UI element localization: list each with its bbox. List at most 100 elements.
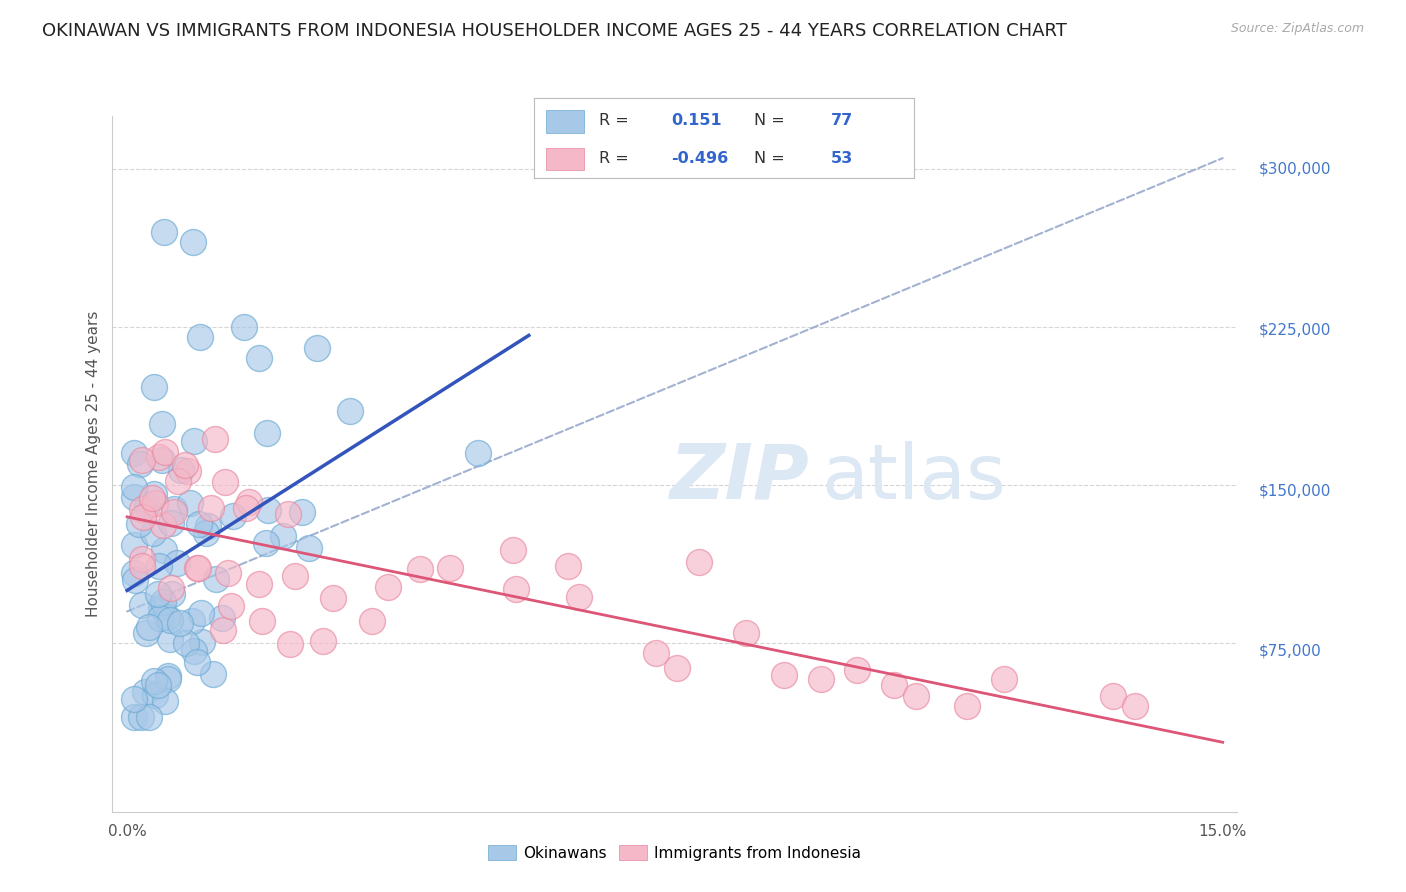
Point: [273, 529, 295, 543]
Point: [131, 502, 153, 516]
Point: [124, 491, 146, 505]
Point: [143, 674, 166, 689]
Point: [149, 599, 172, 614]
Point: [176, 464, 198, 478]
Point: [136, 498, 159, 512]
Point: [183, 643, 205, 657]
Point: [138, 710, 160, 724]
Text: 77: 77: [831, 113, 852, 128]
Point: [162, 586, 184, 600]
Point: [124, 480, 146, 494]
Point: [256, 426, 278, 441]
Point: [773, 667, 796, 681]
Point: [298, 541, 321, 556]
Point: [883, 678, 905, 692]
Point: [322, 591, 344, 606]
Point: [186, 655, 208, 669]
Point: [735, 625, 758, 640]
Point: [170, 463, 193, 477]
Point: [311, 633, 333, 648]
Point: [159, 613, 181, 627]
Point: [233, 319, 256, 334]
Point: [247, 577, 270, 591]
Point: [439, 561, 461, 575]
Point: [135, 625, 157, 640]
Point: [124, 566, 146, 581]
Text: N =: N =: [755, 151, 785, 166]
Point: [153, 694, 176, 708]
Point: [124, 692, 146, 706]
Point: [131, 552, 153, 566]
Text: atlas: atlas: [821, 441, 1005, 515]
Point: [183, 434, 205, 448]
Point: [250, 614, 273, 628]
Point: [254, 536, 277, 550]
Point: [339, 403, 361, 417]
Text: $75,000: $75,000: [1258, 644, 1322, 658]
Point: [666, 661, 689, 675]
Point: [360, 615, 382, 629]
Point: [152, 595, 174, 609]
FancyBboxPatch shape: [546, 111, 583, 133]
Y-axis label: Householder Income Ages 25 - 44 years: Householder Income Ages 25 - 44 years: [86, 310, 101, 617]
Point: [291, 505, 314, 519]
Point: [557, 559, 579, 574]
Point: [148, 558, 170, 573]
Point: [688, 555, 710, 569]
Point: [187, 561, 209, 575]
Point: [153, 543, 176, 558]
Point: [131, 452, 153, 467]
Text: $225,000: $225,000: [1258, 323, 1330, 337]
Point: [214, 475, 236, 489]
Text: R =: R =: [599, 113, 628, 128]
Text: 0.151: 0.151: [671, 113, 721, 128]
Text: $300,000: $300,000: [1258, 162, 1331, 177]
Point: [152, 518, 174, 533]
Text: ZIP: ZIP: [671, 441, 810, 515]
Point: [256, 502, 278, 516]
Point: [235, 501, 257, 516]
FancyBboxPatch shape: [546, 148, 583, 170]
Text: OKINAWAN VS IMMIGRANTS FROM INDONESIA HOUSEHOLDER INCOME AGES 25 - 44 YEARS CORR: OKINAWAN VS IMMIGRANTS FROM INDONESIA HO…: [42, 22, 1067, 40]
Point: [155, 610, 177, 624]
Point: [502, 543, 524, 558]
Point: [277, 508, 299, 522]
Point: [143, 688, 166, 702]
Point: [188, 330, 211, 344]
Point: [129, 710, 152, 724]
Point: [166, 474, 188, 488]
Point: [150, 452, 173, 467]
Text: 53: 53: [831, 151, 852, 166]
Legend: Okinawans, Immigrants from Indonesia: Okinawans, Immigrants from Indonesia: [482, 838, 868, 867]
Point: [188, 516, 211, 531]
Text: N =: N =: [755, 113, 785, 128]
Point: [142, 487, 165, 501]
Point: [162, 502, 184, 516]
Point: [141, 491, 163, 506]
Point: [278, 637, 301, 651]
Point: [128, 516, 150, 531]
Point: [810, 672, 832, 686]
Point: [409, 562, 432, 576]
Point: [180, 615, 202, 629]
Point: [129, 457, 152, 471]
Point: [222, 508, 245, 523]
Point: [956, 699, 979, 714]
Point: [467, 446, 489, 460]
Point: [159, 516, 181, 530]
Point: [143, 496, 166, 510]
Point: [190, 607, 212, 621]
Point: [124, 710, 146, 724]
Point: [134, 685, 156, 699]
Point: [138, 620, 160, 634]
Point: [505, 582, 527, 596]
Point: [159, 632, 181, 647]
Point: [141, 526, 163, 541]
Point: [305, 341, 328, 355]
Point: [993, 672, 1015, 686]
Point: [212, 623, 235, 637]
Point: [181, 235, 204, 250]
Point: [143, 380, 166, 394]
Point: [217, 566, 239, 580]
Point: [124, 446, 146, 460]
